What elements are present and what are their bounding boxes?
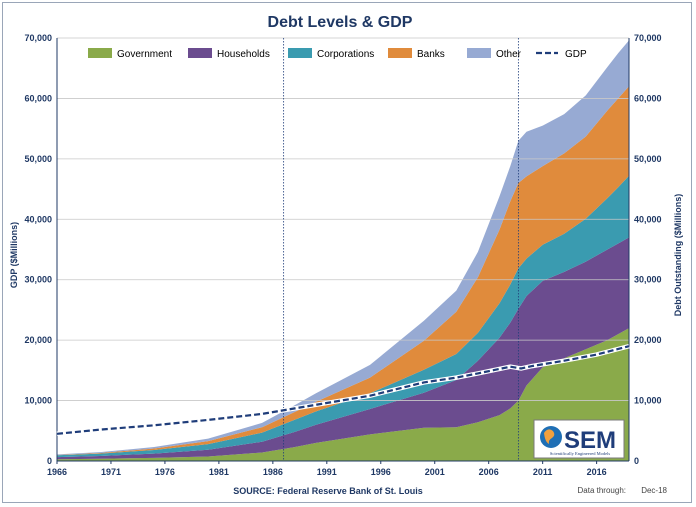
chart-title: Debt Levels & GDP — [268, 14, 413, 31]
x-tick: 1971 — [101, 467, 121, 477]
gdp-line — [56, 345, 630, 435]
legend-label-other: Other — [496, 49, 522, 60]
area-households — [57, 237, 629, 460]
y-tick-left: 30,000 — [24, 275, 52, 285]
legend-swatch-other — [467, 48, 491, 58]
logo-tagline: Scientifically Engineered Models — [550, 451, 610, 456]
x-tick: 1986 — [263, 467, 283, 477]
y-tick-right: 40,000 — [634, 214, 662, 224]
area-banks — [57, 86, 629, 456]
legend-label-households: Households — [217, 49, 270, 60]
y-axis-right-label: Debt Outstanding ($Millions) — [673, 194, 683, 317]
data-through-value: Dec-18 — [641, 486, 667, 495]
y-tick-right: 60,000 — [634, 93, 662, 103]
legend-label-government: Government — [117, 49, 172, 60]
sem-logo: SEM Scientifically Engineered Models — [533, 419, 625, 459]
source-note: SOURCE: Federal Reserve Bank of St. Loui… — [233, 486, 423, 496]
x-tick: 1991 — [317, 467, 337, 477]
y-tick-left: 50,000 — [24, 154, 52, 164]
data-through-label: Data through: — [578, 486, 626, 495]
y-axis-left-label: GDP ($Millions) — [9, 222, 19, 288]
x-tick: 1966 — [47, 467, 67, 477]
x-tick: 1981 — [209, 467, 229, 477]
logo-text: SEM — [564, 427, 616, 454]
y-tick-left: 40,000 — [24, 214, 52, 224]
y-tick-left: 0 — [47, 456, 52, 466]
legend-label-corporations: Corporations — [317, 49, 374, 60]
legend-label-banks: Banks — [417, 49, 445, 60]
legend-swatch-government — [88, 48, 112, 58]
x-tick: 2016 — [587, 467, 607, 477]
x-tick: 2001 — [425, 467, 445, 477]
y-tick-right: 20,000 — [634, 335, 662, 345]
y-tick-right: 0 — [634, 456, 639, 466]
y-tick-left: 20,000 — [24, 335, 52, 345]
area-government — [57, 328, 629, 461]
y-tick-right: 30,000 — [634, 275, 662, 285]
legend-swatch-households — [188, 48, 212, 58]
legend-swatch-corporations — [288, 48, 312, 58]
x-tick: 2006 — [479, 467, 499, 477]
y-tick-left: 10,000 — [24, 396, 52, 406]
x-tick: 1976 — [155, 467, 175, 477]
y-tick-right: 50,000 — [634, 154, 662, 164]
legend-label-gdp: GDP — [565, 49, 587, 60]
x-tick: 2011 — [533, 467, 553, 477]
y-tick-right: 70,000 — [634, 33, 662, 43]
y-tick-right: 10,000 — [634, 396, 662, 406]
y-tick-left: 70,000 — [24, 33, 52, 43]
y-tick-left: 60,000 — [24, 93, 52, 103]
x-tick: 1996 — [371, 467, 391, 477]
legend-swatch-banks — [388, 48, 412, 58]
